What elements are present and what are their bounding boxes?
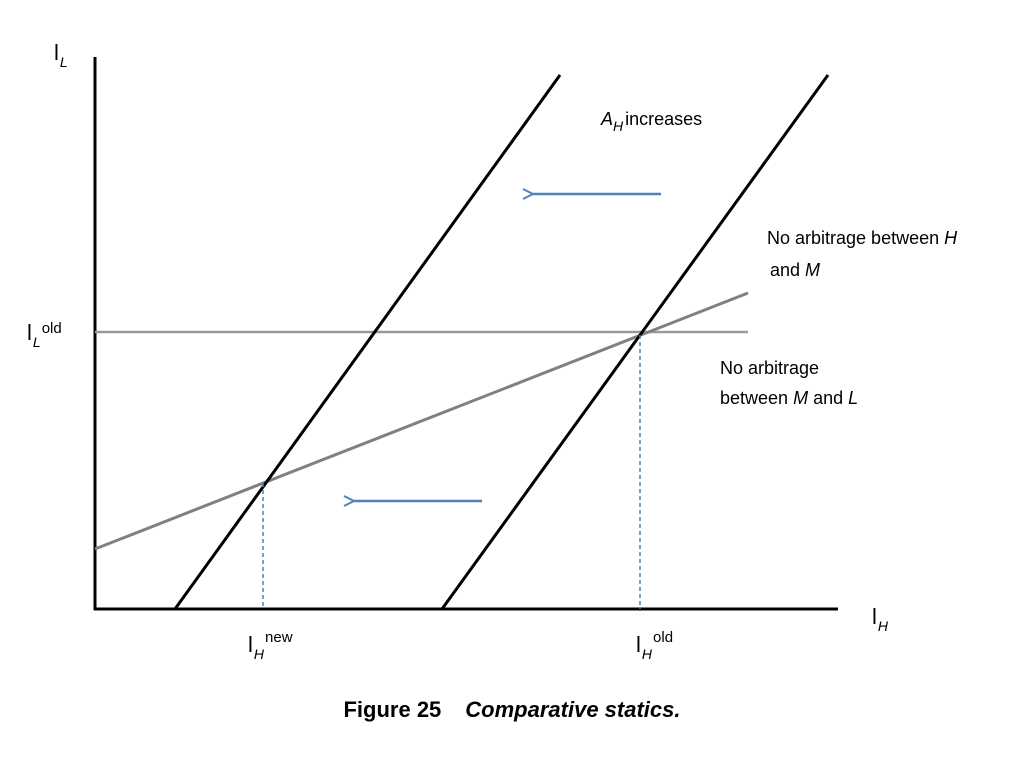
tick-l-l-old: lLold [27,320,62,350]
tick-l-h-old: lHold [636,629,673,662]
figure-caption: Figure 25 Comparative statics. [0,697,1024,723]
old-schedule-line [440,74,830,610]
annotation-no-arbitrage-ml-line2: between M and L [720,388,858,408]
y-axis-label: lL [54,40,68,70]
annotation-no-arbitrage-hm-line2: and M [770,260,820,280]
annotation-no-arbitrage-hm-line1: No arbitrage between H [767,228,958,248]
annotation-a-h-increases: AH increases [600,109,702,134]
x-axis-label: lH [872,604,889,634]
tick-l-h-new: lHnew [248,629,293,662]
caption-number: Figure 25 [343,697,442,722]
annotation-no-arbitrage-ml-line1: No arbitrage [720,358,819,378]
new-schedule-line [173,74,562,610]
caption-text: Comparative statics. [465,697,681,722]
